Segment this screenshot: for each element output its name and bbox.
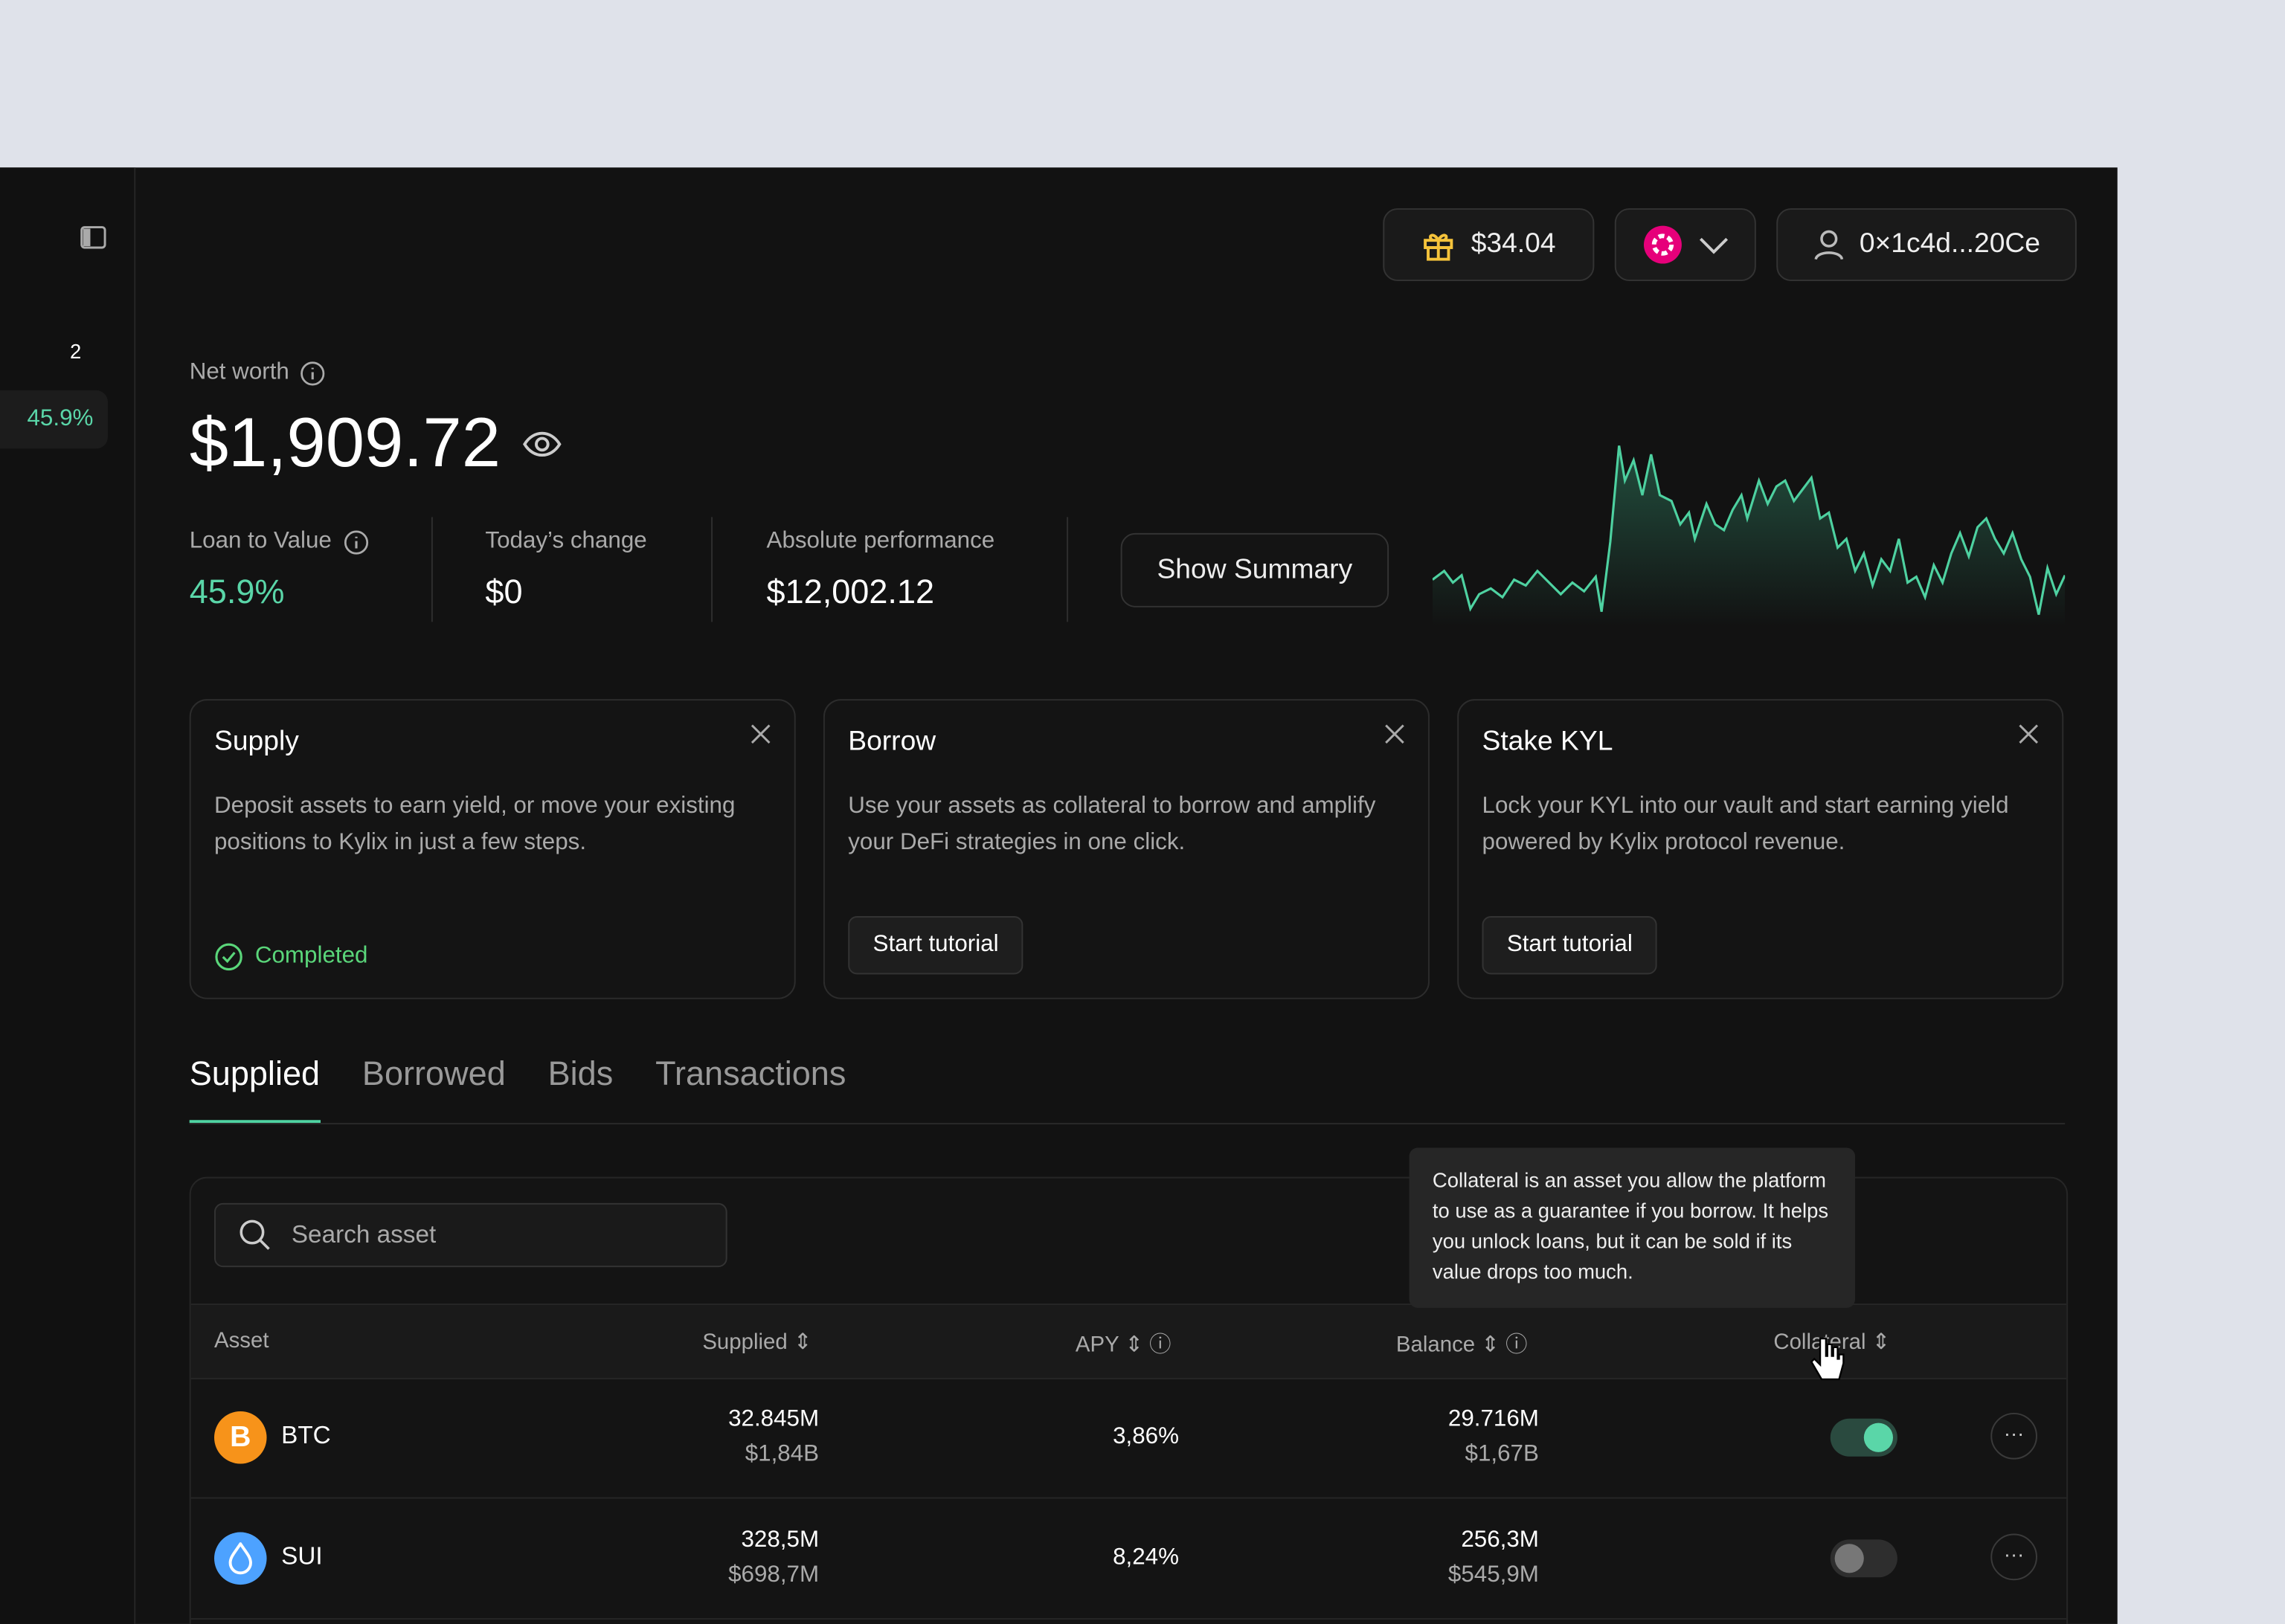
close-icon[interactable]: [2018, 724, 2039, 744]
column-label: Balance: [1395, 1333, 1476, 1358]
stat-label: Today’s change: [485, 529, 647, 554]
supplied: 328,5M: [741, 1527, 820, 1553]
rewards-button[interactable]: $34.04: [1383, 208, 1595, 282]
eye-icon[interactable]: [521, 429, 562, 458]
toggle-knob: [1834, 1544, 1864, 1573]
asset-name: BTC: [281, 1421, 331, 1449]
supplied-cell: 328,5M $698,7M: [728, 1524, 819, 1594]
card: Supply Deposit assets to earn yield, or m…: [189, 699, 796, 999]
net-worth-label: Net worth: [189, 359, 289, 385]
network-icon: [1642, 225, 1681, 264]
info-icon: [344, 529, 368, 554]
search-icon: [240, 1219, 270, 1250]
column-label: APY: [1075, 1333, 1119, 1358]
app: 2 45.9% $34.04 0×1c4d...20Ce Net worth $…: [0, 167, 2118, 1624]
asset-icon: [214, 1532, 267, 1585]
sparkline: [1432, 445, 2066, 627]
balance-usd: $1,67B: [1465, 1442, 1539, 1467]
asset-icon: B: [214, 1411, 267, 1464]
table-row: SUI 328,5M $698,7M 8,24% 256,3M $545,9M ···: [190, 1499, 2067, 1620]
supplied-usd: $1,84B: [745, 1442, 820, 1467]
collateral-toggle[interactable]: [1830, 1539, 1897, 1578]
tabs-line: [189, 1123, 2066, 1125]
tabs: Supplied Borrowed Bids Transactions: [189, 1054, 846, 1124]
balance-usd: $545,9M: [1447, 1562, 1539, 1588]
close-icon[interactable]: [1384, 724, 1404, 744]
status: Completed: [214, 942, 367, 971]
stat-label: Loan to Value: [189, 529, 332, 554]
status-text: Completed: [254, 944, 368, 969]
column-header[interactable]: Balance ⇕ ⓘ: [1395, 1333, 1528, 1358]
supplied-cell: 32.845M $1,84B: [728, 1402, 819, 1472]
check-icon: [215, 943, 242, 971]
badge: 2: [70, 339, 82, 363]
net-worth: $1,909.72: [189, 405, 501, 483]
sidebar-ltv: 45.9%: [0, 390, 108, 449]
asset-name: SUI: [281, 1542, 323, 1570]
account-button[interactable]: 0×1c4d...20Ce: [1776, 208, 2077, 282]
supplied: 32.845M: [728, 1407, 820, 1432]
divider: [431, 517, 433, 622]
tab[interactable]: Supplied: [189, 1054, 321, 1124]
supplied-usd: $698,7M: [728, 1562, 820, 1588]
rewards: $34.04: [1471, 228, 1556, 260]
tooltip: Collateral is an asset you allow the pla…: [1409, 1147, 1856, 1308]
column-header[interactable]: APY ⇕ ⓘ: [1075, 1333, 1172, 1358]
table-row: B BTC 32.845M $1,84B 3,86% 29.716M $1,67B ···: [190, 1378, 2067, 1499]
search[interactable]: Search asset: [214, 1202, 727, 1268]
column-label: Supplied: [702, 1330, 788, 1355]
stat: Absolute performance $12,002.12: [767, 529, 995, 612]
card-title: Supply: [214, 726, 299, 758]
sidebar-toggle[interactable]: [80, 226, 106, 249]
stat-label: Absolute performance: [766, 529, 995, 554]
balance-cell: 256,3M $545,9M: [1448, 1524, 1539, 1594]
divider: [711, 517, 713, 622]
account: 0×1c4d...20Ce: [1859, 228, 2041, 260]
close-icon[interactable]: [751, 724, 771, 744]
toggle-knob: [1863, 1422, 1894, 1452]
cursor: [1810, 1337, 1845, 1381]
card: Stake KYL Lock your KYL into our vault an…: [1457, 699, 2064, 999]
user-icon: [1814, 230, 1844, 260]
summary-button[interactable]: Show Summary: [1120, 532, 1389, 608]
network-button[interactable]: [1614, 208, 1756, 282]
tutorial-button[interactable]: Start tutorial: [848, 916, 1023, 975]
card-title: Stake KYL: [1482, 726, 1613, 758]
collateral-toggle[interactable]: [1830, 1418, 1897, 1457]
balance: 256,3M: [1461, 1527, 1539, 1553]
gift-icon: [1424, 233, 1454, 261]
column-header: Asset: [214, 1328, 269, 1353]
table-header: Asset Supplied ⇕ APY ⇕ ⓘ Balance ⇕ ⓘ Col…: [190, 1304, 2067, 1379]
stat-value: $12,002.12: [766, 572, 935, 610]
stat-value: $0: [485, 572, 523, 610]
stat: Today’s change $0: [485, 529, 646, 612]
card-text: Deposit assets to earn yield, or move yo…: [214, 793, 736, 855]
info-icon: [301, 361, 326, 385]
more-button[interactable]: ···: [1990, 1533, 2037, 1581]
more-button[interactable]: ···: [1990, 1412, 2037, 1460]
tab[interactable]: Bids: [547, 1054, 614, 1093]
chevron: [1699, 237, 1728, 254]
tab[interactable]: Transactions: [655, 1054, 846, 1093]
stat-value: 45.9%: [189, 572, 285, 610]
card-text: Use your assets as collateral to borrow …: [848, 793, 1376, 855]
card-text: Lock your KYL into our vault and start e…: [1482, 793, 2009, 855]
tutorial-button[interactable]: Start tutorial: [1482, 916, 1658, 975]
search-placeholder: Search asset: [291, 1220, 437, 1248]
sidebar: 2 45.9%: [0, 167, 136, 1624]
stat: Loan to Value 45.9%: [190, 529, 368, 612]
balance: 29.716M: [1447, 1407, 1539, 1432]
divider: [1067, 517, 1069, 622]
tab[interactable]: Borrowed: [361, 1054, 506, 1093]
net-worth-label-row: Net worth: [190, 360, 326, 386]
net-worth-row: $1,909.72: [190, 404, 562, 484]
column-header[interactable]: Supplied ⇕: [702, 1330, 812, 1355]
card-title: Borrow: [848, 726, 936, 758]
balance-cell: 29.716M $1,67B: [1448, 1402, 1539, 1472]
apy: 8,24%: [1113, 1545, 1179, 1570]
apy: 3,86%: [1113, 1424, 1179, 1449]
card: Borrow Use your assets as collateral to b…: [823, 699, 1430, 999]
